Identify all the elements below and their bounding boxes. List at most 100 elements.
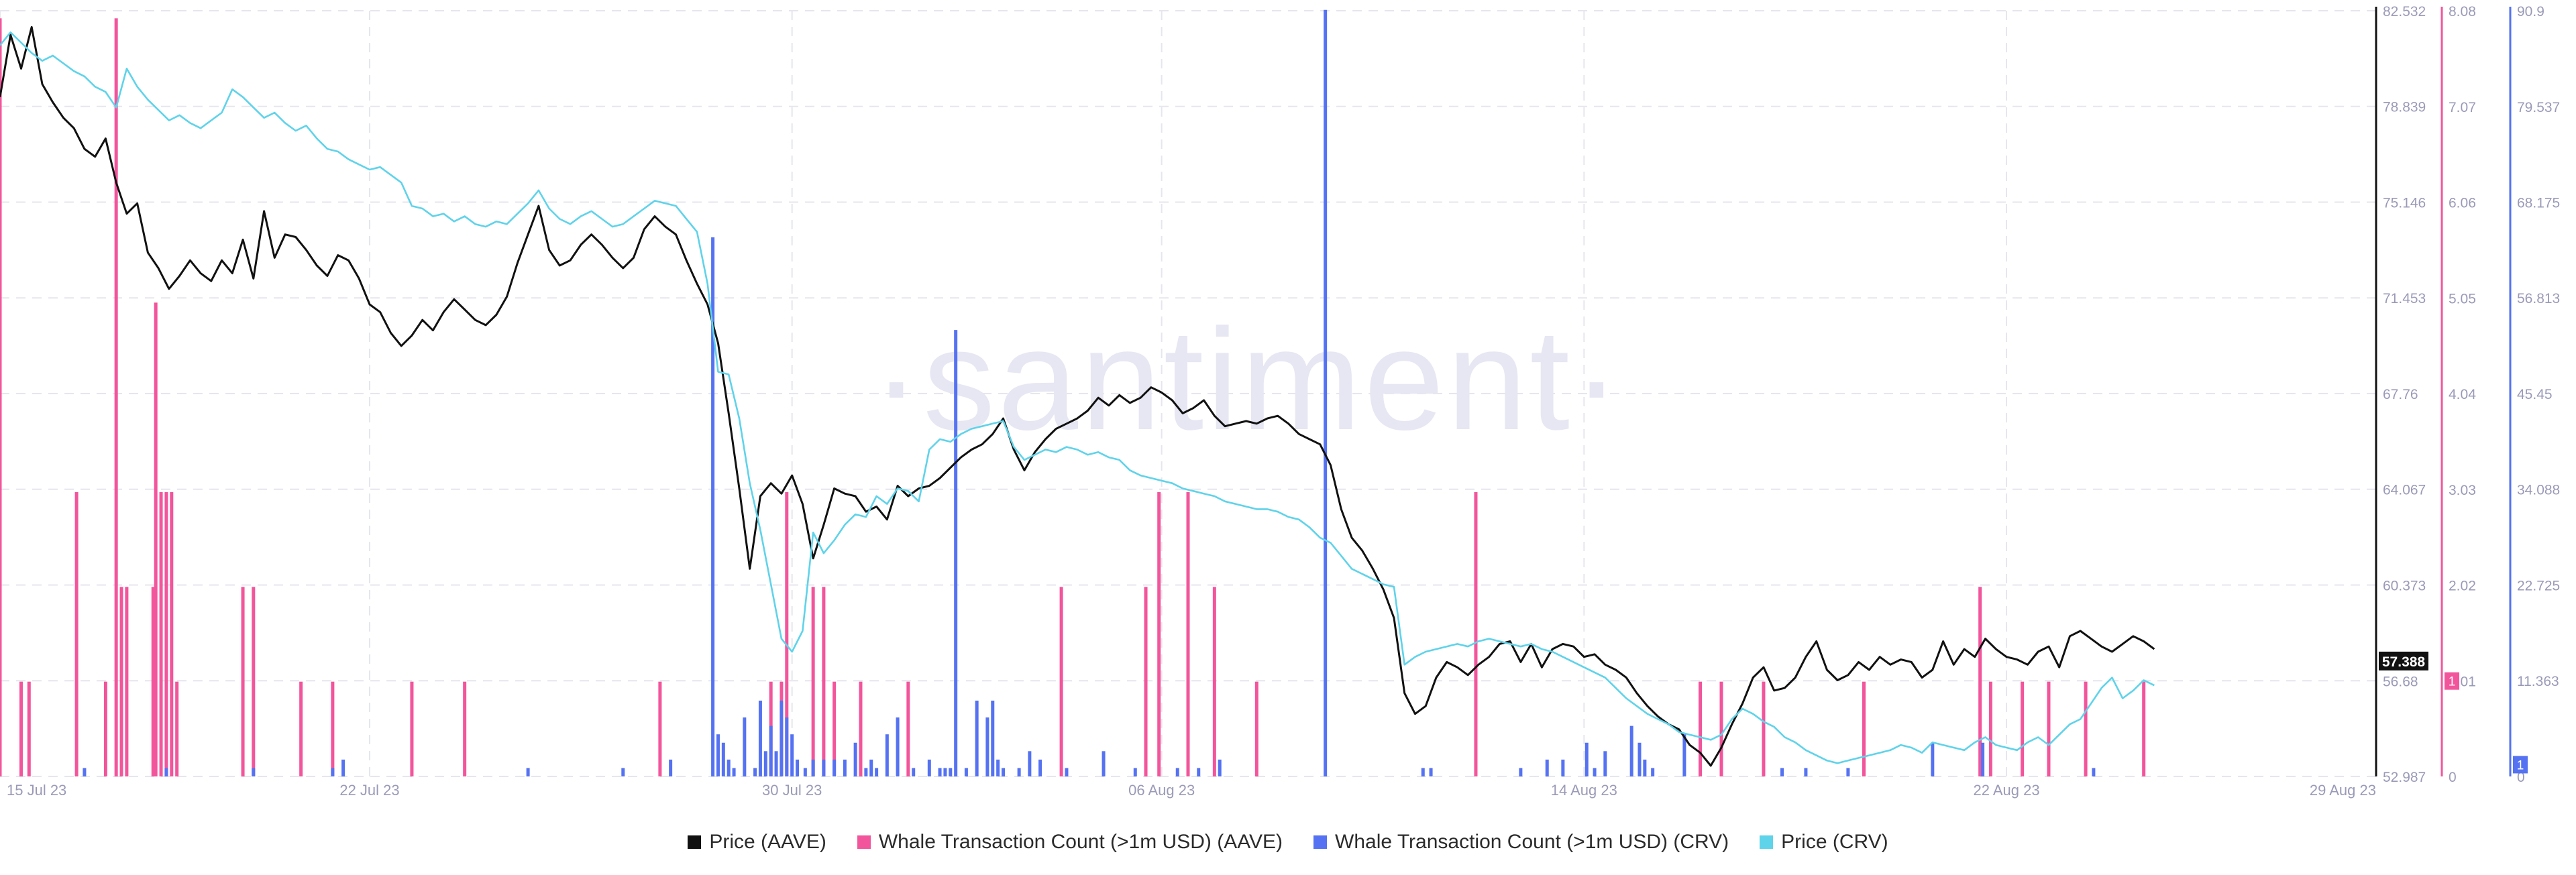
y-tick-label-whale-aave: 2.02 — [2449, 579, 2476, 594]
bar-whale-crv — [526, 768, 530, 776]
bar-whale-crv — [943, 768, 947, 776]
legend-swatch-whale-crv — [1313, 835, 1328, 849]
axes-layer: 15 Jul 23 22 Jul 23 30 Jul 23 06 Aug 23 14 A… — [7, 4, 2560, 799]
bar-whale-aave — [164, 491, 168, 776]
bar-whale-crv — [753, 768, 757, 776]
y-tick-label-price-aave: 71.453 — [2383, 291, 2426, 306]
bar-whale-crv — [763, 751, 767, 776]
bar-whale-aave — [74, 491, 78, 776]
watermark-text: ·santiment· — [872, 298, 1623, 460]
legend-swatch-whale-aave — [857, 835, 871, 849]
legend-swatch-price-crv — [1760, 835, 1774, 849]
bar-whale-crv — [912, 768, 916, 776]
legend-label-price-crv: Price (CRV) — [1781, 831, 1888, 853]
bar-whale-crv — [885, 734, 889, 776]
bar-whale-crv — [252, 768, 256, 776]
legend-item-whale-aave[interactable]: Whale Transaction Count (>1m USD) (AAVE) — [857, 831, 1283, 854]
bar-whale-aave — [252, 587, 256, 776]
lines-layer — [0, 25, 2155, 767]
bar-whale-crv — [1561, 759, 1565, 776]
bar-whale-crv — [1065, 768, 1069, 776]
bar-whale-crv — [1324, 9, 1328, 777]
bar-whale-crv — [1545, 759, 1549, 776]
bar-whale-crv — [869, 759, 873, 776]
bar-whale-aave — [299, 681, 303, 776]
y-tick-label-whale-crv: 68.175 — [2517, 196, 2560, 211]
bar-whale-crv — [1981, 742, 1985, 776]
bar-whale-aave — [331, 681, 335, 776]
bar-whale-aave — [19, 681, 23, 776]
bar-whale-crv — [991, 700, 995, 776]
bar-whale-aave — [410, 681, 414, 776]
bar-whale-aave — [1862, 681, 1866, 776]
bar-whale-crv — [164, 768, 168, 776]
y-tick-label-whale-crv: 56.813 — [2517, 291, 2560, 306]
last-price-aave-label: 57.388 — [2382, 654, 2426, 670]
last-price-aave-badge — [2379, 651, 2428, 670]
legend-item-price-crv[interactable]: Price (CRV) — [1760, 831, 1888, 854]
x-tick-label: 22 Jul 23 — [339, 782, 399, 799]
bar-whale-crv — [790, 734, 794, 776]
bar-whale-aave — [151, 587, 155, 776]
y-tick-label-whale-crv: 45.45 — [2517, 387, 2553, 402]
legend-label-price-aave: Price (AAVE) — [709, 831, 826, 853]
x-tick-label: 30 Jul 23 — [762, 782, 822, 799]
bar-whale-aave — [125, 587, 129, 776]
bar-whale-aave — [785, 491, 789, 776]
y-tick-label-price-aave: 52.987 — [2383, 770, 2426, 785]
x-tick-label: 29 Aug 23 — [2310, 782, 2376, 799]
y-tick-label-whale-crv: 90.9 — [2517, 4, 2544, 19]
bar-whale-crv — [1931, 742, 1935, 776]
legend-item-whale-crv[interactable]: Whale Transaction Count (>1m USD) (CRV) — [1313, 831, 1729, 854]
chart-legend: Price (AAVE) Whale Transaction Count (>1… — [0, 826, 2576, 858]
x-tick-label: 22 Aug 23 — [1973, 782, 2039, 799]
bar-whale-crv — [727, 759, 731, 776]
bar-whale-aave — [463, 681, 467, 776]
bar-whale-aave — [1212, 587, 1216, 776]
bar-whale-aave — [658, 681, 662, 776]
bar-whale-aave — [119, 587, 123, 776]
y-tick-label-whale-aave: 4.04 — [2449, 387, 2476, 402]
bar-whale-crv — [822, 759, 826, 776]
bar-whale-crv — [1133, 768, 1137, 776]
y-tick-label-whale-crv: 11.363 — [2517, 674, 2559, 689]
bar-whale-crv — [1002, 768, 1006, 776]
bar-whale-crv — [964, 768, 968, 776]
bar-whale-crv — [1175, 768, 1179, 776]
bar-whale-crv — [1638, 742, 1642, 776]
legend-label-whale-crv: Whale Transaction Count (>1m USD) (CRV) — [1335, 831, 1729, 853]
bar-whale-aave — [159, 491, 163, 776]
bar-whale-aave — [1059, 587, 1063, 776]
bar-whale-crv — [1593, 768, 1597, 776]
bar-whale-crv — [938, 768, 942, 776]
bar-whale-crv — [853, 742, 857, 776]
bar-whale-crv — [341, 759, 345, 776]
bar-whale-crv — [1197, 768, 1201, 776]
bar-whale-aave — [103, 681, 107, 776]
bar-whale-crv — [1780, 768, 1784, 776]
bar-whale-crv — [1651, 768, 1655, 776]
legend-label-whale-aave: Whale Transaction Count (>1m USD) (AAVE) — [878, 831, 1283, 853]
bar-whale-aave — [1474, 491, 1478, 776]
bar-whale-crv — [1028, 751, 1032, 776]
bar-whale-crv — [1585, 742, 1589, 776]
legend-item-price-aave[interactable]: Price (AAVE) — [688, 831, 826, 854]
bar-whale-aave — [859, 681, 863, 776]
bar-whale-crv — [796, 759, 800, 776]
y-tick-label-price-aave: 60.373 — [2383, 579, 2426, 594]
bar-whale-aave — [1157, 491, 1161, 776]
bar-whale-crv — [1421, 768, 1425, 776]
bar-whale-crv — [833, 759, 837, 776]
x-tick-label: 14 Aug 23 — [1551, 782, 1617, 799]
bar-whale-aave — [833, 681, 837, 776]
bar-whale-crv — [864, 768, 868, 776]
bar-whale-aave — [175, 681, 179, 776]
bars-layer — [0, 9, 2146, 777]
bar-whale-crv — [896, 717, 900, 776]
legend-swatch-price-aave — [688, 835, 702, 849]
bar-whale-aave — [154, 302, 158, 776]
bar-whale-aave — [27, 681, 31, 776]
bar-whale-crv — [2092, 768, 2096, 776]
